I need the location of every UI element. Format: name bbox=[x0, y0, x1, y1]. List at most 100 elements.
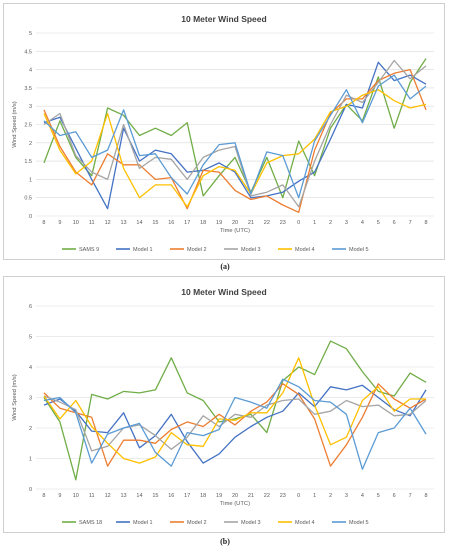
series-line bbox=[43, 383, 427, 467]
x-tick-label: 8 bbox=[425, 493, 428, 499]
y-tick-label: 4.5 bbox=[24, 49, 32, 55]
series-line bbox=[43, 61, 427, 210]
series-line bbox=[43, 357, 426, 464]
x-tick-label: 12 bbox=[105, 493, 111, 499]
x-tick-label: 15 bbox=[152, 220, 158, 226]
y-tick-label: 4 bbox=[29, 68, 32, 74]
x-tick-label: 3 bbox=[345, 220, 348, 226]
x-axis-label: Time (UTC) bbox=[220, 228, 250, 234]
x-tick-label: 1 bbox=[313, 220, 316, 226]
x-tick-label: 23 bbox=[280, 220, 286, 226]
x-tick-label: 9 bbox=[58, 220, 61, 226]
x-tick-label: 13 bbox=[120, 493, 126, 499]
y-tick-label: 3 bbox=[29, 104, 32, 110]
x-tick-label: 23 bbox=[280, 493, 286, 499]
x-tick-label: 18 bbox=[200, 220, 206, 226]
legend-label: Model 4 bbox=[295, 520, 315, 526]
x-tick-label: 6 bbox=[393, 493, 396, 499]
y-tick-label: 2 bbox=[29, 426, 32, 432]
x-tick-label: 10 bbox=[73, 493, 79, 499]
x-tick-label: 14 bbox=[136, 220, 142, 226]
legend-label: Model 4 bbox=[295, 247, 315, 253]
series-line bbox=[43, 384, 427, 464]
legend-label: Model 5 bbox=[349, 247, 369, 253]
x-tick-label: 16 bbox=[168, 493, 174, 499]
x-tick-label: 2 bbox=[329, 220, 332, 226]
x-tick-label: 5 bbox=[377, 220, 380, 226]
y-tick-label: 0 bbox=[29, 214, 32, 220]
y-tick-label: 3 bbox=[29, 396, 32, 402]
y-tick-label: 0 bbox=[29, 487, 32, 493]
x-tick-label: 8 bbox=[42, 220, 45, 226]
legend-label: Model 2 bbox=[187, 520, 207, 526]
x-tick-label: 10 bbox=[73, 220, 79, 226]
chart-title: 10 Meter Wind Speed bbox=[181, 14, 266, 24]
y-tick-label: 2.5 bbox=[24, 123, 32, 129]
series-line bbox=[43, 59, 427, 208]
x-tick-label: 21 bbox=[248, 493, 254, 499]
x-tick-label: 12 bbox=[105, 220, 111, 226]
x-tick-label: 17 bbox=[184, 220, 190, 226]
legend-label: Model 3 bbox=[241, 247, 261, 253]
x-tick-label: 1 bbox=[313, 493, 316, 499]
x-tick-label: 7 bbox=[409, 493, 412, 499]
x-tick-label: 18 bbox=[200, 493, 206, 499]
y-tick-label: 4 bbox=[29, 365, 32, 371]
x-tick-label: 11 bbox=[89, 493, 95, 499]
legend-label: Model 2 bbox=[187, 247, 207, 253]
chart-panel-a: 10 Meter Wind Speed 0 0.5 1 1.5 2 2.5 3 3.5 4 4.5 5… bbox=[3, 3, 445, 260]
x-tick-label: 8 bbox=[42, 493, 45, 499]
series-line bbox=[43, 340, 427, 481]
x-tick-label: 20 bbox=[232, 493, 238, 499]
x-tick-label: 8 bbox=[425, 220, 428, 226]
y-tick-label: 1.5 bbox=[24, 159, 32, 165]
x-tick-label: 7 bbox=[409, 220, 412, 226]
x-tick-label: 11 bbox=[89, 220, 95, 226]
series-line bbox=[43, 68, 427, 213]
legend-label: Model 1 bbox=[133, 247, 153, 253]
x-tick-label: 4 bbox=[361, 220, 364, 226]
y-tick-label: 1 bbox=[29, 457, 32, 463]
legend-label: Model 1 bbox=[133, 520, 153, 526]
legend-label: Model 5 bbox=[349, 520, 369, 526]
x-tick-label: 13 bbox=[120, 220, 126, 226]
legend-label: Model 3 bbox=[241, 520, 261, 526]
x-tick-label: 3 bbox=[345, 493, 348, 499]
x-tick-label: 22 bbox=[264, 220, 270, 226]
chart-title: 10 Meter Wind Speed bbox=[181, 287, 266, 297]
chart-a: 10 Meter Wind Speed 0 0.5 1 1.5 2 2.5 3 3.5 4 4.5 5… bbox=[12, 14, 434, 253]
caption-b: (b) bbox=[220, 537, 230, 546]
x-tick-label: 5 bbox=[377, 493, 380, 499]
x-tick-label: 4 bbox=[361, 493, 364, 499]
series-line bbox=[43, 74, 427, 199]
x-tick-label: 19 bbox=[216, 220, 222, 226]
y-axis-label: Wind Speed (m/s) bbox=[12, 374, 18, 420]
x-tick-label: 19 bbox=[216, 493, 222, 499]
x-tick-label: 0 bbox=[297, 493, 300, 499]
x-tick-label: 6 bbox=[393, 220, 396, 226]
series-line bbox=[43, 89, 427, 208]
caption-a: (a) bbox=[220, 262, 230, 271]
x-tick-label: 2 bbox=[329, 493, 332, 499]
x-tick-label: 15 bbox=[152, 493, 158, 499]
y-axis-label: Wind Speed (m/s) bbox=[12, 101, 18, 147]
y-tick-label: 0.5 bbox=[24, 196, 32, 202]
x-tick-label: 20 bbox=[232, 220, 238, 226]
y-tick-label: 5 bbox=[29, 335, 32, 341]
legend-label: SAMS 9 bbox=[79, 247, 99, 253]
x-tick-label: 21 bbox=[248, 220, 254, 226]
x-tick-label: 16 bbox=[168, 220, 174, 226]
y-tick-label: 2 bbox=[29, 141, 32, 147]
x-tick-label: 22 bbox=[264, 493, 270, 499]
y-tick-label: 1 bbox=[29, 177, 32, 183]
x-tick-label: 9 bbox=[58, 493, 61, 499]
series-line bbox=[43, 395, 427, 452]
y-tick-label: 3.5 bbox=[24, 86, 32, 92]
x-tick-label: 14 bbox=[136, 493, 142, 499]
legend-label: SAMS 18 bbox=[79, 520, 102, 526]
chart-panel-b: 10 Meter Wind Speed 0 1 2 3 4 5 6 8 9 10 11 12 13 14 15… bbox=[3, 276, 445, 533]
series-line bbox=[43, 58, 427, 199]
series-line bbox=[43, 378, 427, 470]
y-tick-label: 6 bbox=[29, 304, 32, 310]
